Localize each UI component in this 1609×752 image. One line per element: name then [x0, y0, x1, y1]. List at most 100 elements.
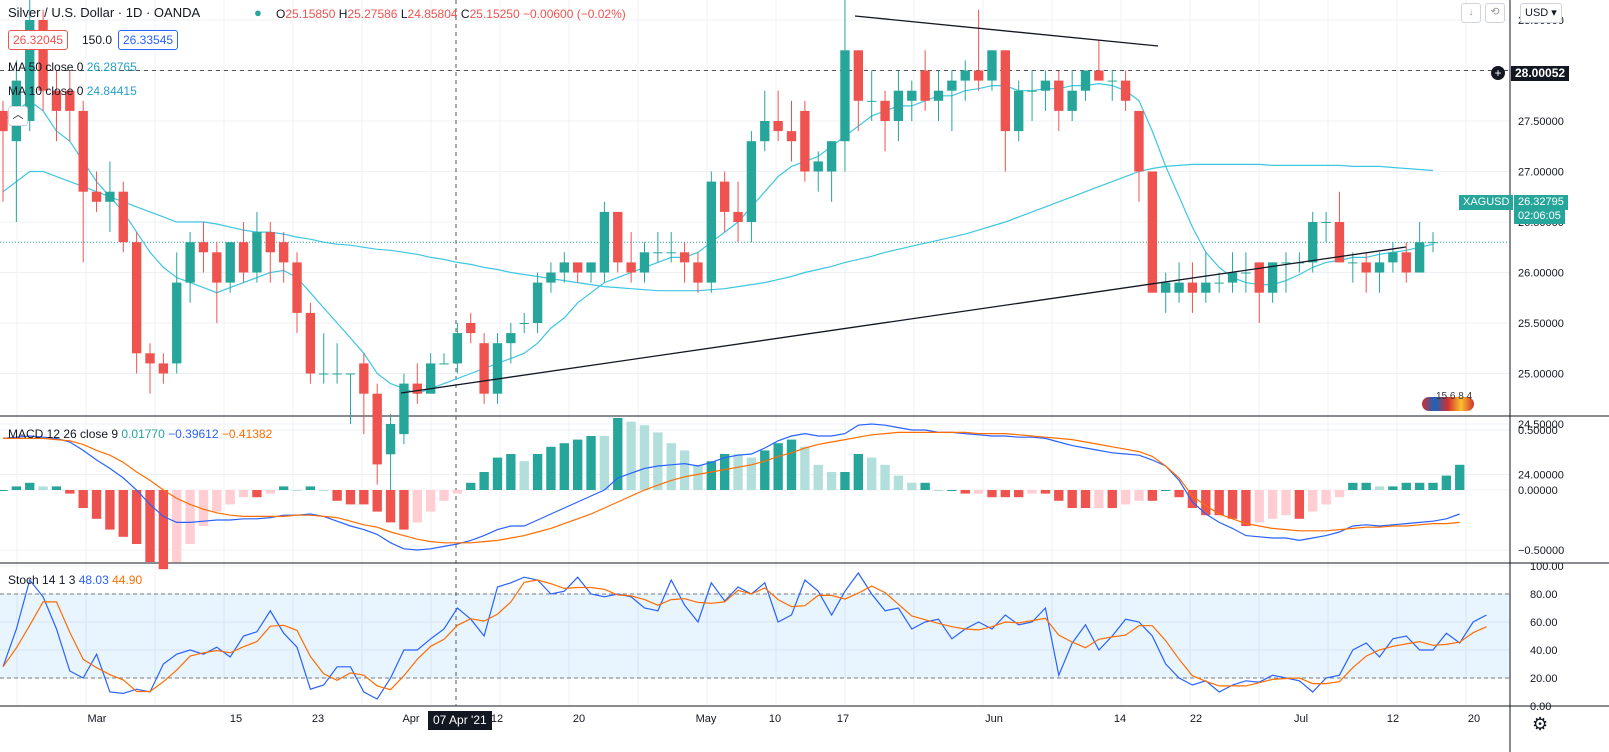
candle — [626, 262, 636, 273]
candle — [131, 242, 142, 354]
price-axis-tick: 24.50000 — [1518, 419, 1564, 431]
economic-events-badge[interactable]: 15 6 8 4 — [1422, 391, 1484, 413]
macd-histogram-bar — [653, 432, 663, 490]
macd-histogram-bar — [720, 454, 730, 490]
candle — [305, 312, 316, 374]
candle — [679, 252, 690, 263]
macd-histogram-bar — [813, 464, 823, 490]
stoch-legend[interactable]: Stoch 14 1 3 48.03 44.90 — [8, 573, 142, 587]
macd-histogram-bar — [425, 490, 436, 512]
macd-histogram-bar — [773, 443, 783, 490]
candle — [105, 191, 115, 202]
candle — [947, 80, 957, 91]
macd-histogram-bar — [372, 490, 382, 512]
scroll-left-button[interactable]: ↓ — [1461, 3, 1481, 23]
macd-histogram-bar — [947, 490, 957, 491]
macd-histogram-bar — [1000, 490, 1011, 498]
spread-value: 150.0 — [82, 33, 113, 47]
stoch-d-line — [2, 579, 1487, 693]
candle — [385, 424, 396, 455]
time-axis-tick: 12 — [1387, 713, 1399, 725]
candle — [51, 90, 62, 111]
candle — [880, 100, 890, 121]
buy-button[interactable]: 26.33545 — [118, 30, 179, 50]
candle — [492, 343, 503, 394]
candle — [212, 252, 222, 283]
add-alert-icon[interactable]: + — [1491, 66, 1505, 80]
sell-button[interactable]: 26.32045 — [8, 30, 69, 50]
macd-histogram-bar — [893, 475, 904, 490]
time-axis-tick: 23 — [312, 713, 324, 725]
candle — [1094, 70, 1104, 81]
macd-histogram-bar — [11, 486, 22, 490]
candle — [1174, 282, 1184, 293]
collapse-legend-button[interactable]: ︿ — [8, 106, 28, 126]
stoch-k-line — [2, 571, 1487, 700]
macd-axis-tick: 0.50000 — [1518, 425, 1558, 437]
ma50-legend[interactable]: MA 50 close 0 26.28765 — [8, 60, 137, 74]
time-axis-tick: 17 — [837, 713, 849, 725]
macd-hist-value: 0.01770 — [121, 427, 165, 441]
events-count: 15 6 8 4 — [1436, 391, 1473, 402]
ma10-label: MA 10 close 0 — [8, 84, 84, 98]
macd-histogram-bar — [599, 436, 610, 490]
macd-histogram-bar — [172, 490, 182, 562]
macd-value: −0.39612 — [168, 427, 219, 441]
macd-histogram-bar — [278, 486, 289, 490]
candle — [278, 242, 289, 263]
macd-histogram-bar — [158, 490, 169, 570]
macd-histogram-bar — [0, 490, 8, 491]
candle — [693, 262, 703, 283]
candle — [1334, 222, 1345, 263]
macd-histogram-bar — [987, 490, 997, 498]
macd-histogram-bar — [1107, 490, 1117, 508]
candle — [1428, 242, 1438, 244]
macd-histogram-bar — [1441, 475, 1452, 490]
candle — [118, 191, 128, 243]
candle — [1361, 262, 1371, 273]
macd-histogram-bar — [305, 486, 316, 490]
reset-chart-button[interactable]: ⟲ — [1485, 3, 1505, 23]
macd-histogram-bar — [1374, 486, 1385, 490]
candle — [933, 90, 944, 101]
macd-histogram-bar — [319, 490, 329, 491]
candle — [773, 121, 783, 132]
macd-histogram-bar — [1187, 490, 1198, 508]
currency-selector[interactable]: USD ▾ — [1520, 3, 1562, 23]
market-status-dot: ● — [254, 5, 262, 20]
macd-histogram-bar — [519, 461, 529, 490]
macd-histogram-bar — [412, 490, 422, 523]
macd-histogram-bar — [800, 446, 810, 490]
candle — [840, 50, 850, 142]
candle — [853, 50, 864, 101]
ma10-legend[interactable]: MA 10 close 0 24.84415 — [8, 84, 137, 98]
time-axis-tick: Apr — [402, 713, 419, 725]
macd-histogram-bar — [506, 454, 516, 490]
candle — [1054, 80, 1064, 111]
macd-histogram-bar — [1147, 490, 1158, 501]
macd-histogram-bar — [252, 490, 262, 498]
candle — [1254, 262, 1264, 293]
candle — [1107, 80, 1117, 82]
ohlc-readout: O25.15850 H25.27586 L24.85804 C25.15250 … — [276, 7, 626, 21]
candle — [826, 141, 837, 172]
candle — [720, 181, 730, 212]
candle — [960, 70, 970, 81]
stoch-k-value: 48.03 — [78, 573, 109, 587]
currency-label: USD — [1525, 7, 1549, 19]
macd-histogram-bar — [1254, 490, 1264, 523]
candle — [1308, 222, 1318, 263]
reset-icon: ⟲ — [1490, 6, 1500, 18]
settings-gear-icon[interactable]: ⚙ — [1532, 714, 1549, 734]
candle — [599, 211, 610, 273]
macd-histogram-bar — [1134, 490, 1144, 501]
macd-histogram-bar — [198, 490, 209, 526]
candle — [466, 323, 476, 334]
macd-histogram-bar — [105, 490, 115, 530]
macd-legend[interactable]: MACD 12 26 close 9 0.01770 −0.39612 −0.4… — [8, 427, 272, 441]
stoch-axis-tick: 40.00 — [1530, 645, 1558, 657]
candle — [1214, 282, 1224, 284]
macd-histogram-bar — [840, 472, 850, 490]
candle — [1134, 110, 1144, 172]
